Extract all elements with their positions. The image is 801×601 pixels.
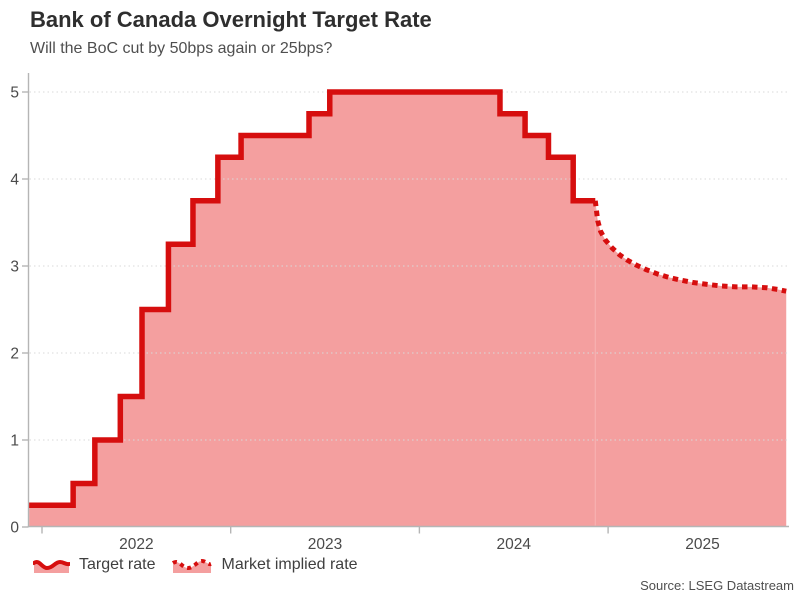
legend-label: Market implied rate xyxy=(221,556,358,573)
legend: Target rate Market implied rate xyxy=(33,556,358,574)
legend-item-target-rate: Target rate xyxy=(33,556,155,574)
source-attribution: Source: LSEG Datastream xyxy=(640,578,794,593)
y-tick-label: 5 xyxy=(10,85,19,102)
legend-label: Target rate xyxy=(79,556,156,573)
y-tick-label: 3 xyxy=(10,259,19,276)
target-rate-line xyxy=(29,89,596,508)
y-tick-label: 0 xyxy=(10,520,19,537)
x-tick-label: 2025 xyxy=(685,536,719,553)
y-tick-label: 2 xyxy=(10,346,19,363)
market-implied-rate-line xyxy=(592,200,787,294)
y-tick-label: 1 xyxy=(10,433,19,450)
target-rate-legend-icon xyxy=(33,559,70,573)
x-tick-label: 2022 xyxy=(119,536,153,553)
page-subtitle: Will the BoC cut by 50bps again or 25bps… xyxy=(30,40,333,57)
market-implied-rate-legend-icon xyxy=(172,558,213,573)
x-tick-label: 2023 xyxy=(308,536,342,553)
legend-item-market-implied-rate: Market implied rate xyxy=(172,556,358,574)
y-tick-label: 4 xyxy=(10,172,19,189)
x-tick-label: 2024 xyxy=(497,536,532,553)
page-title: Bank of Canada Overnight Target Rate xyxy=(30,7,432,32)
